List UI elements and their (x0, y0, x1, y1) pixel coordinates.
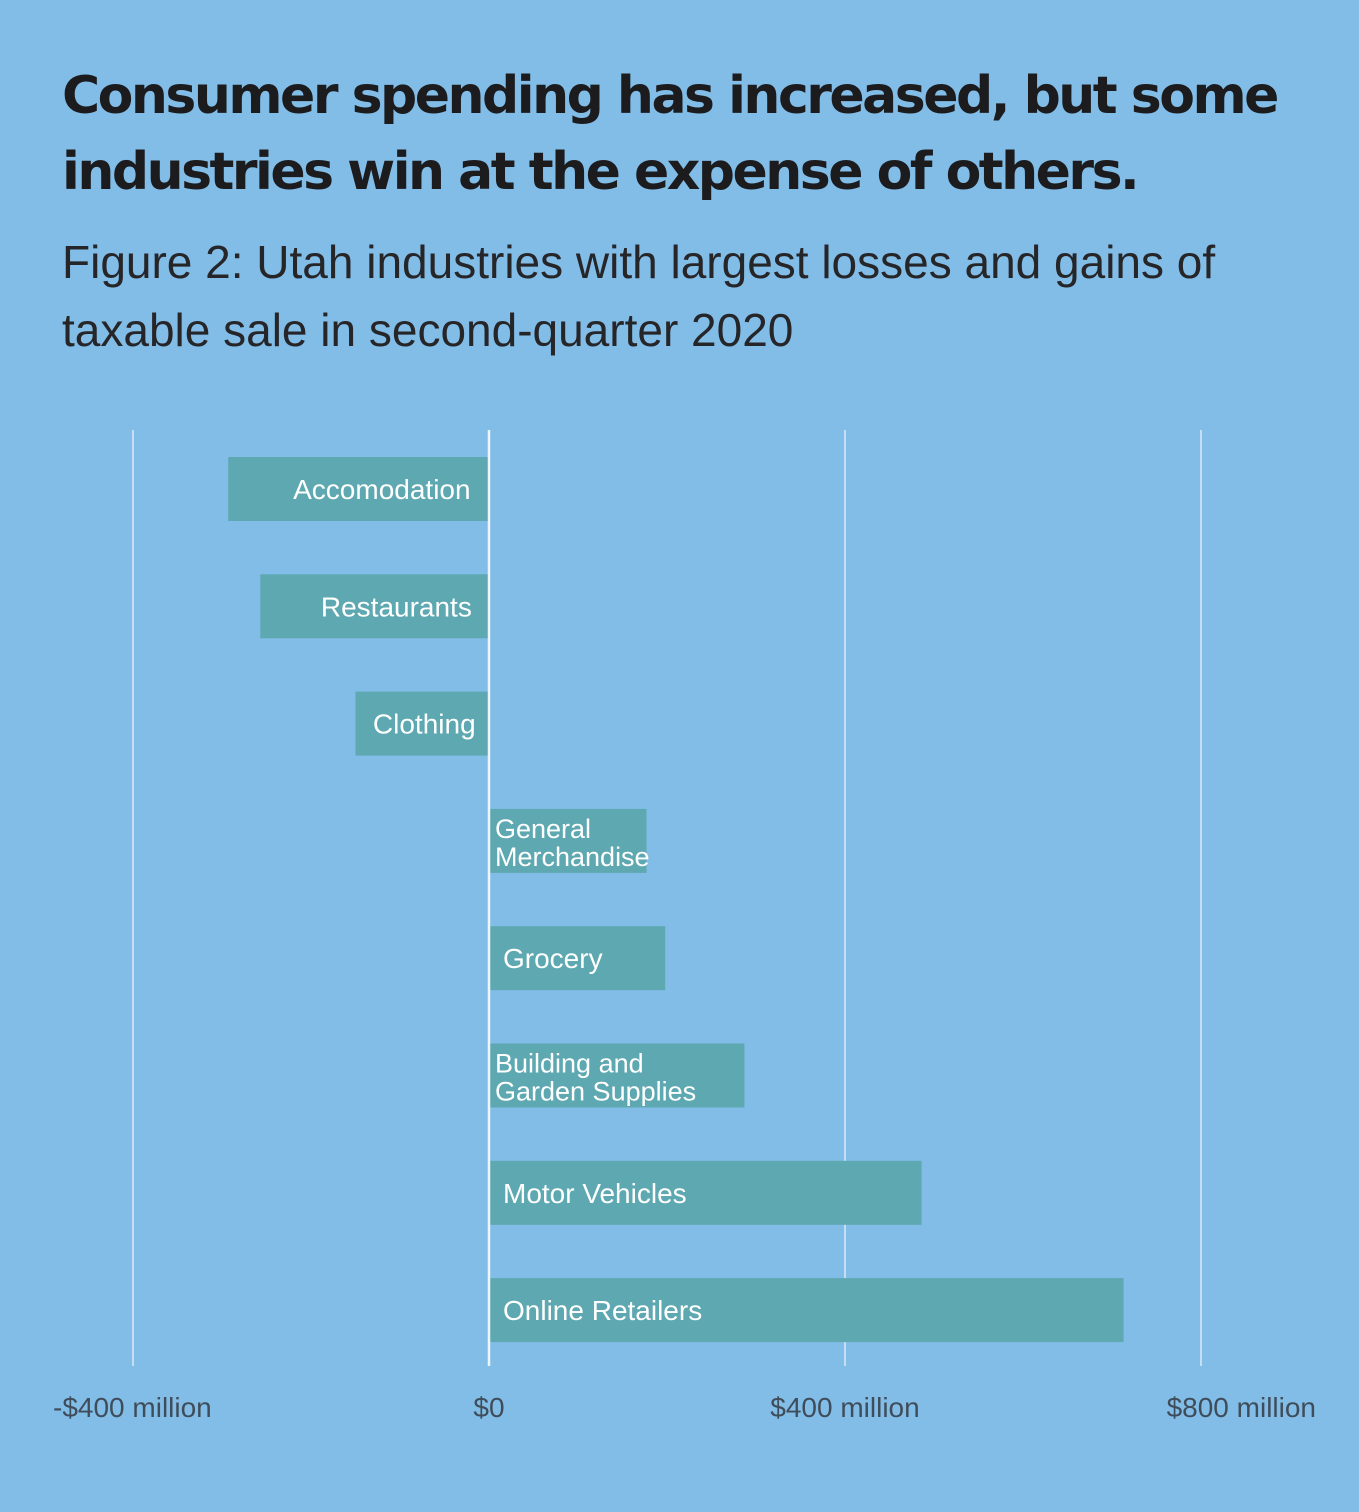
x-tick-label: $400 million (770, 1392, 919, 1423)
bar (489, 1278, 1124, 1343)
bar (489, 1043, 745, 1108)
gridlines (132, 430, 1202, 1366)
chart-headline: Consumer spending has increased, but som… (62, 66, 1279, 202)
bar (489, 1160, 922, 1225)
bars (228, 457, 1124, 1343)
bar-label: Online Retailers (503, 1295, 702, 1326)
bar-label: General Merchandise (495, 814, 650, 872)
bar-label: Building and Garden Supplies (495, 1049, 696, 1107)
bar-labels: Accomodation Restaurants Clothing General Me… (293, 474, 702, 1326)
bar (260, 574, 489, 639)
bar-label: Clothing (373, 709, 476, 740)
x-tick-label: $800 million (1167, 1392, 1316, 1423)
bar (489, 926, 666, 991)
bar-label: Accomodation (293, 474, 470, 505)
chart-subtitle: Figure 2: Utah industries with largest l… (62, 236, 1216, 356)
bar (228, 457, 490, 521)
bar-label: Grocery (503, 943, 603, 974)
bar (355, 691, 489, 756)
bar-label: Motor Vehicles (503, 1178, 687, 1209)
x-tick-label: -$400 million (53, 1392, 212, 1423)
x-axis-ticks: -$400 million $0 $400 million $800 million (53, 1392, 1316, 1423)
bar (489, 808, 647, 873)
x-tick-label: $0 (473, 1392, 504, 1423)
bar-label: Restaurants (321, 591, 472, 622)
